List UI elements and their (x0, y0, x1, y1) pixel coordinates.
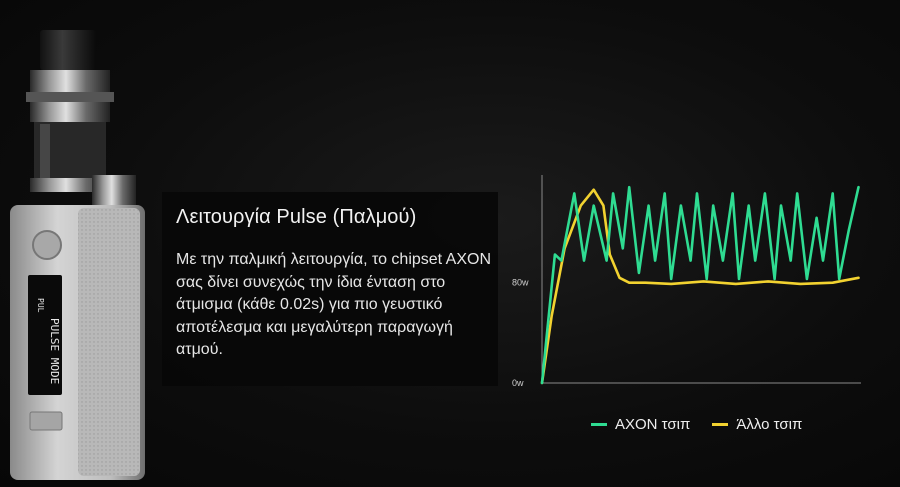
legend-swatch (591, 422, 607, 426)
tank (26, 70, 136, 205)
legend-item: AXON τσιπ (591, 416, 690, 433)
legend-label: Άλλο τσιπ (736, 415, 803, 433)
chart-legend: AXON τσιπ Άλλο τσιπ (591, 412, 824, 436)
legend-swatch (712, 422, 729, 426)
drip-tip (40, 30, 96, 70)
device-screen-subtext: PUL (36, 298, 45, 313)
device-screen-text: PULSE MODE (48, 318, 61, 384)
mod-body: PULSE MODE PUL (10, 205, 145, 480)
feature-description: Με την παλμική λειτουργία, το chipset AX… (176, 251, 492, 358)
y-tick-label: 0w (512, 378, 524, 388)
axon-series-line (540, 185, 860, 385)
feature-panel: Λειτουργία Pulse (Παλμού) Με την παλμική… (162, 192, 498, 386)
y-tick-label: 80w (512, 278, 529, 288)
power-chart: 80w 0w (512, 175, 861, 388)
adjust-button (29, 411, 63, 431)
feature-title: Λειτουργία Pulse (Παλμού) (176, 206, 417, 228)
device-screen (28, 275, 62, 395)
legend-item: Άλλο τσιπ (712, 416, 802, 433)
other-series-line (540, 188, 860, 385)
legend-label: AXON τσιπ (615, 415, 691, 433)
fire-button (32, 230, 62, 260)
device-illustration: PULSE MODE PUL (10, 30, 145, 480)
